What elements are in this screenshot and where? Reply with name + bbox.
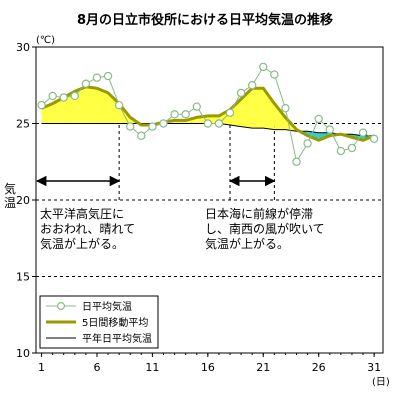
daily-point: [303, 139, 312, 148]
x-tick-label: 1: [38, 361, 45, 374]
warm-anomaly-fill: [230, 99, 242, 127]
legend-label: 日平均気温: [82, 300, 132, 313]
warm-anomaly-fill: [274, 103, 286, 130]
annotation-text: 気温が上がる。: [205, 236, 289, 251]
y-axis-label-char: 温: [4, 196, 16, 210]
daily-point: [159, 119, 168, 128]
daily-point: [59, 93, 68, 102]
y-tick-label: 15: [16, 271, 30, 284]
annotation-text: おおわれ、晴れて: [40, 222, 135, 236]
annotations: 太平洋高気圧におおわれ、晴れて気温が上がる。日本海に前線が停滞し、南西の風が吹い…: [35, 175, 325, 251]
annotation-text: し、南西の風が吹いて: [205, 221, 325, 236]
y-axis-label: 気温: [4, 181, 16, 210]
daily-point: [369, 134, 379, 143]
y-tick-label: 20: [16, 194, 30, 207]
y-axis-label-char: 気: [4, 181, 16, 196]
daily-point: [126, 122, 135, 131]
daily-point: [170, 110, 179, 119]
daily-point: [148, 122, 157, 131]
x-unit-label: (日): [372, 377, 390, 388]
daily-point: [347, 143, 357, 153]
daily-point: [137, 131, 146, 140]
legend-label: 5日間移動平均: [82, 316, 148, 329]
daily-point: [281, 103, 290, 113]
warm-anomaly-fill: [252, 88, 264, 129]
daily-point: [103, 71, 113, 81]
x-tick-label: 21: [256, 361, 270, 374]
y-tick-label: 25: [16, 118, 30, 131]
daily-point: [37, 100, 46, 110]
legend-label: 平年日平均気温: [82, 332, 152, 345]
grid-lines: [36, 123, 383, 277]
x-tick-label: 31: [367, 361, 381, 374]
y-tick-label: 30: [16, 41, 30, 54]
y-tick-label: 10: [16, 347, 30, 360]
daily-point: [247, 81, 257, 90]
daily-point: [181, 110, 190, 119]
daily-point: [114, 100, 124, 110]
daily-point: [236, 88, 246, 98]
warm-anomaly-fill: [96, 88, 109, 124]
y-unit-label: (℃): [36, 35, 55, 46]
moving-average-line: [40, 85, 375, 142]
warm-anomaly-fill: [85, 86, 97, 124]
daily-point: [48, 91, 57, 101]
chart-title: 8月の日立市役所における日平均気温の推移: [77, 12, 333, 28]
annotation-text: 太平洋高気圧に: [40, 206, 124, 221]
daily-point: [292, 157, 301, 166]
warm-anomaly-fill: [108, 92, 120, 124]
daily-markers: [37, 62, 379, 166]
warm-anomaly-fill: [52, 97, 64, 124]
daily-point: [81, 79, 91, 88]
x-tick-label: 6: [93, 361, 100, 374]
daily-point: [225, 108, 235, 117]
daily-point: [358, 128, 368, 137]
x-tick-label: 26: [312, 361, 326, 374]
x-tick-label: 11: [145, 361, 159, 374]
annotation-text: 日本海に前線が停滞: [205, 206, 313, 221]
daily-point: [325, 125, 334, 134]
daily-point: [92, 73, 102, 82]
daily-point: [70, 91, 80, 101]
daily-point: [214, 119, 224, 128]
warm-anomaly-fill: [263, 88, 275, 130]
daily-point: [314, 114, 323, 124]
daily-point: [203, 119, 213, 128]
x-tick-label: 16: [201, 361, 215, 374]
daily-point: [336, 146, 346, 156]
legend-swatch-marker: [56, 302, 65, 311]
annotation-text: 気温が上がる。: [40, 236, 124, 251]
daily-point: [259, 62, 268, 72]
daily-point: [192, 102, 201, 111]
daily-point: [270, 70, 279, 79]
